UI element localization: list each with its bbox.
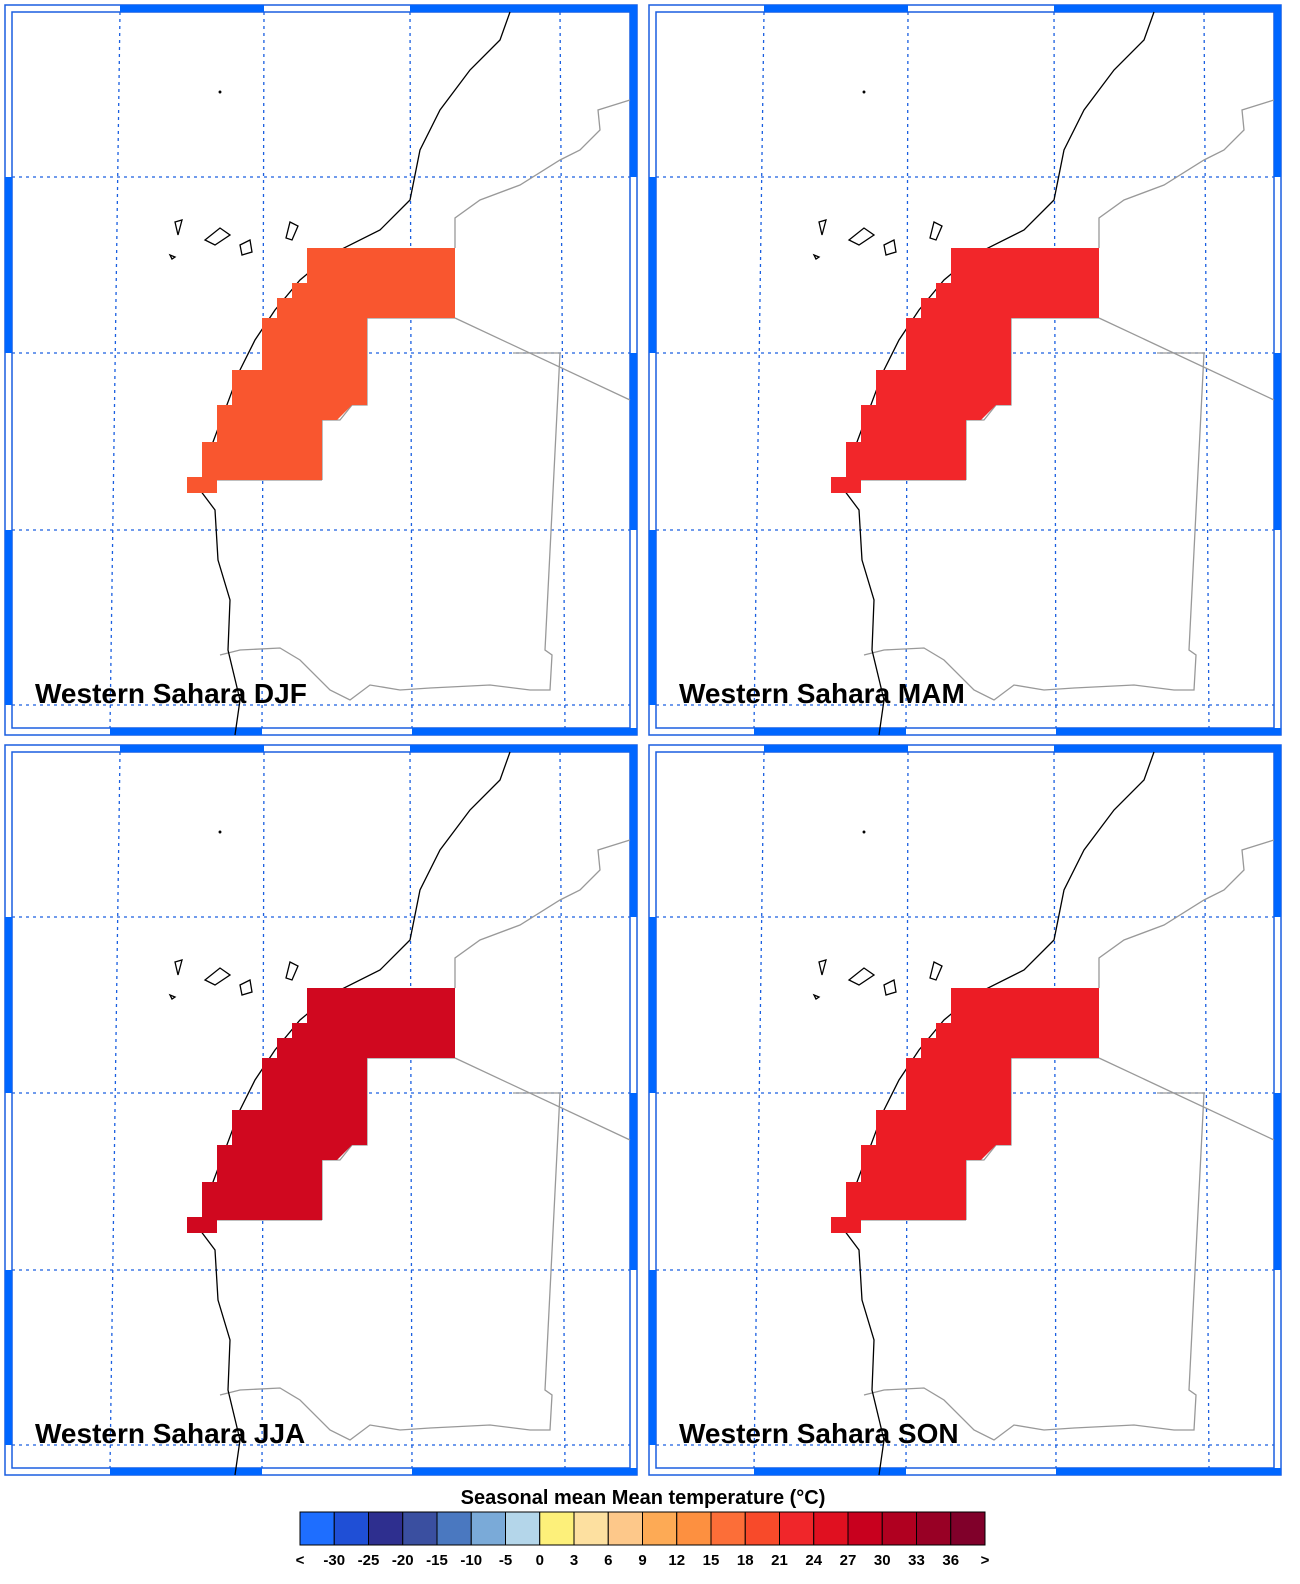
colorbar-label: < [296,1552,305,1569]
region [187,988,455,1233]
colorbar-label: 36 [942,1552,959,1569]
colorbar-label: 15 [703,1552,720,1569]
colorbar-label: 9 [638,1552,646,1569]
colorbar-label: -10 [460,1552,482,1569]
colorbar-box [710,1511,746,1546]
colorbar-label: 21 [771,1552,788,1569]
colorbar-box [847,1511,883,1546]
panel: Western Sahara DJF [4,4,638,736]
colorbar-box [813,1511,849,1546]
region [187,248,455,493]
colorbar-label: > [981,1552,990,1569]
colorbar-label: 18 [737,1552,754,1569]
colorbar: < -30 -25 -20 -15 -10 -5 0 3 6 9 12 15 18 21 24 27 30 33 36… [296,1511,990,1569]
colorbar-box [299,1511,335,1546]
colorbar-box [607,1511,643,1546]
colorbar-label: 3 [570,1552,578,1569]
colorbar-box [470,1511,506,1546]
colorbar-label: 33 [908,1552,925,1569]
colorbar-label: 27 [840,1552,857,1569]
colorbar-box [950,1511,986,1546]
colorbar-label: -20 [392,1552,414,1569]
colorbar-label: -25 [358,1552,380,1569]
panel: Western Sahara SON [648,744,1282,1476]
colorbar-label: 30 [874,1552,891,1569]
colorbar-box [916,1511,952,1546]
colorbar-box [436,1511,472,1546]
colorbar-box [368,1511,404,1546]
colorbar-box [881,1511,917,1546]
colorbar-label: 24 [805,1552,822,1569]
colorbar-label: 0 [536,1552,544,1569]
colorbar-label: 12 [668,1552,685,1569]
colorbar-box [642,1511,678,1546]
region [831,988,1099,1233]
colorbar-box [333,1511,369,1546]
colorbar-box [744,1511,780,1546]
colorbar-label: -5 [499,1552,512,1569]
colorbar-box [402,1511,438,1546]
colorbar-box [573,1511,609,1546]
colorbar-box [505,1511,541,1546]
colorbar-label: -30 [323,1552,345,1569]
panel-title: Western Sahara SON [679,1418,959,1449]
region [831,248,1099,493]
colorbar-box [676,1511,712,1546]
colorbar-label: 6 [604,1552,612,1569]
panel-title: Western Sahara MAM [679,678,965,709]
panel: Western Sahara MAM [648,4,1282,736]
colorbar-label: -15 [426,1552,448,1569]
panel-title: Western Sahara JJA [35,1418,305,1449]
colorbar-box [539,1511,575,1546]
panel: Western Sahara JJA [4,744,638,1476]
colorbar-title: Seasonal mean Mean temperature (°C) [461,1487,826,1509]
colorbar-box [779,1511,815,1546]
panel-title: Western Sahara DJF [35,678,307,709]
